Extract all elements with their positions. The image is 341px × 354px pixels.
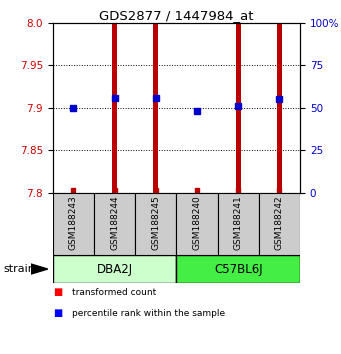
Bar bbox=[153, 23, 158, 193]
Bar bbox=[277, 23, 282, 193]
Bar bbox=[236, 23, 241, 193]
Bar bbox=[112, 23, 117, 193]
Text: DBA2J: DBA2J bbox=[97, 263, 133, 275]
Polygon shape bbox=[31, 264, 48, 274]
Text: GSM188244: GSM188244 bbox=[110, 195, 119, 250]
Bar bbox=[259, 193, 300, 255]
Text: C57BL6J: C57BL6J bbox=[214, 263, 263, 275]
Text: GSM188242: GSM188242 bbox=[275, 195, 284, 250]
Bar bbox=[177, 193, 218, 255]
Bar bbox=[53, 193, 94, 255]
Text: GSM188243: GSM188243 bbox=[69, 195, 78, 250]
Text: percentile rank within the sample: percentile rank within the sample bbox=[72, 309, 225, 318]
Text: GSM188241: GSM188241 bbox=[234, 195, 243, 250]
Text: ■: ■ bbox=[53, 308, 62, 318]
Text: GSM188240: GSM188240 bbox=[193, 195, 202, 250]
Text: GSM188245: GSM188245 bbox=[151, 195, 160, 250]
Bar bbox=[195, 190, 199, 193]
Bar bbox=[53, 255, 177, 283]
Title: GDS2877 / 1447984_at: GDS2877 / 1447984_at bbox=[99, 9, 254, 22]
Text: strain: strain bbox=[3, 264, 35, 274]
Text: transformed count: transformed count bbox=[72, 287, 156, 297]
Text: ■: ■ bbox=[53, 287, 62, 297]
Bar bbox=[71, 190, 76, 193]
Bar bbox=[135, 193, 177, 255]
Bar bbox=[177, 255, 300, 283]
Bar bbox=[94, 193, 135, 255]
Bar bbox=[218, 193, 259, 255]
